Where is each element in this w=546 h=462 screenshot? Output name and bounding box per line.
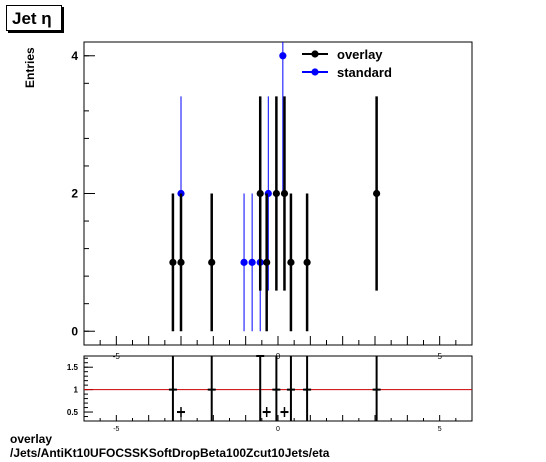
standard-marker xyxy=(248,258,256,266)
chart-title: Jet η xyxy=(12,9,52,28)
overlay-marker xyxy=(272,189,280,198)
overlay-marker xyxy=(287,258,295,266)
chart-title-box: Jet η xyxy=(6,5,62,31)
overlay-marker xyxy=(177,258,185,266)
histogram-path: /Jets/AntiKt10UFOCSSKSoftDropBeta100Zcut… xyxy=(10,446,330,460)
legend-label-overlay: overlay xyxy=(337,47,383,62)
legend-marker-overlay xyxy=(311,50,319,58)
ratio-plot-frame xyxy=(83,355,473,422)
x-tick-label: -5 xyxy=(113,426,119,433)
x-tick-label: 5 xyxy=(438,426,442,433)
y-tick-label: 0 xyxy=(71,324,78,338)
overlay-marker xyxy=(208,258,216,266)
x-tick-label: 0 xyxy=(276,426,280,433)
overlay-marker xyxy=(256,189,264,198)
standard-marker xyxy=(240,258,248,266)
footer-label: overlay xyxy=(10,432,53,446)
y-tick-label: 0.5 xyxy=(67,408,79,417)
overlay-marker xyxy=(373,189,381,198)
overlay-marker xyxy=(303,258,311,266)
legend-marker-standard xyxy=(311,68,319,76)
standard-marker xyxy=(279,52,287,60)
overlay-marker xyxy=(169,258,177,266)
overlay-marker xyxy=(280,189,289,198)
legend-label-standard: standard xyxy=(337,65,392,80)
y-tick-label: 1 xyxy=(74,385,79,394)
y-tick-label: 4 xyxy=(71,49,78,63)
y-tick-label: 2 xyxy=(71,187,78,201)
y-tick-label: 1.5 xyxy=(67,363,79,372)
overlay-marker xyxy=(263,258,271,266)
